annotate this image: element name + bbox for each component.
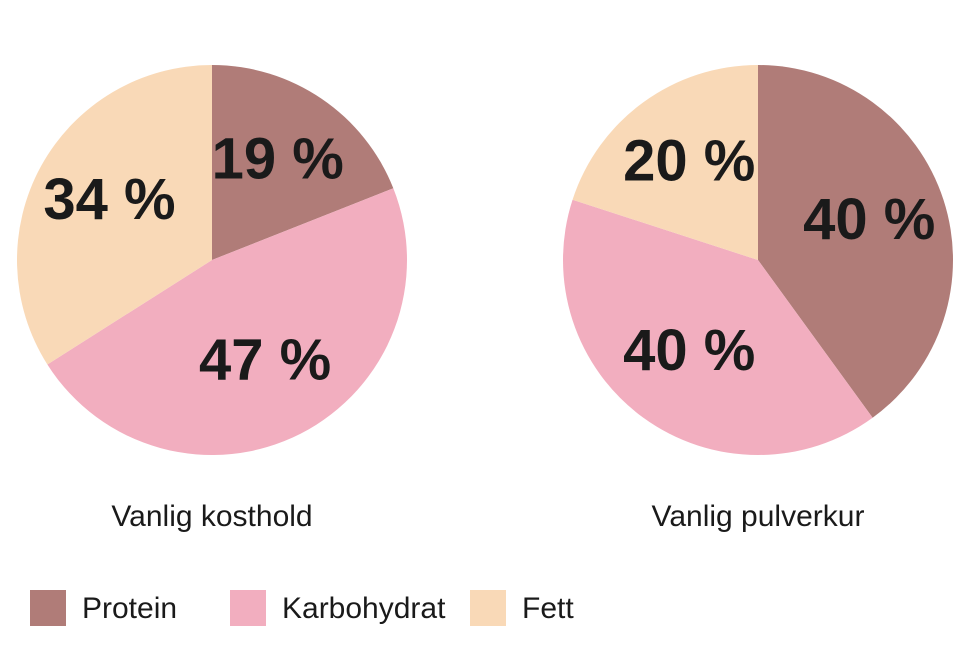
value-label: 34 % — [43, 167, 175, 232]
value-label: 20 % — [623, 129, 755, 194]
pie-title: Vanlig pulverkur — [652, 500, 865, 533]
value-label: 40 % — [623, 318, 755, 383]
pie-slice — [16, 65, 213, 365]
pie-slice — [563, 199, 873, 455]
legend-swatch — [470, 590, 506, 626]
pie-title: Vanlig kosthold — [111, 500, 312, 533]
value-label: 47 % — [199, 328, 331, 393]
legend-swatch — [30, 590, 66, 626]
legend-label: Fett — [522, 592, 574, 625]
value-label: 40 % — [803, 187, 935, 252]
pie-slice — [572, 65, 758, 260]
pie-slice — [758, 65, 953, 418]
legend-label: Karbohydrat — [282, 592, 446, 625]
legend-swatch — [230, 590, 266, 626]
legend-label: Protein — [82, 592, 177, 625]
value-label: 19 % — [212, 127, 344, 192]
pie-slice — [212, 65, 394, 260]
pie-slice — [47, 188, 408, 456]
